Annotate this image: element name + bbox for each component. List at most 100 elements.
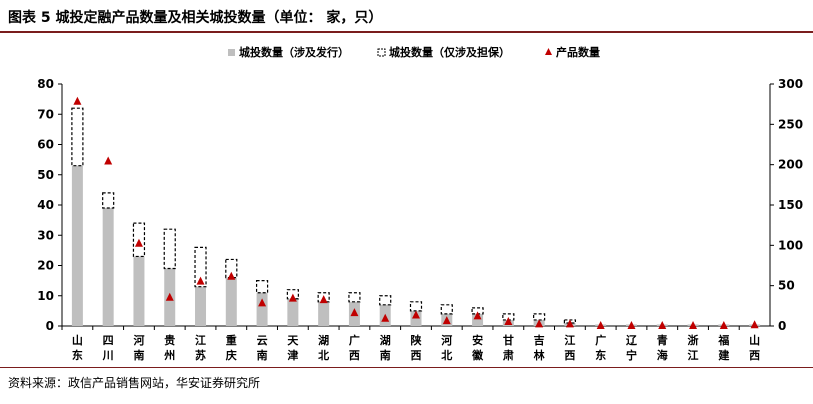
category-label: 辽 [626, 334, 638, 347]
category-label: 北 [318, 348, 329, 362]
bar-guarantee-only [163, 228, 176, 270]
left-tick-label: 50 [37, 168, 54, 182]
category-label: 南 [257, 348, 268, 362]
left-tick-label: 0 [46, 319, 54, 333]
product-marker [658, 321, 667, 329]
category-label: 肃 [503, 348, 514, 362]
category-label: 广 [349, 333, 360, 347]
category-label: 川 [102, 349, 114, 362]
category-label: 宁 [626, 348, 637, 362]
bar-issuance [195, 286, 207, 326]
category-label: 福 [717, 333, 729, 347]
bar-guarantee-only [379, 295, 392, 306]
category-label: 庆 [225, 348, 237, 362]
left-tick-label: 40 [37, 198, 54, 212]
product-marker [350, 308, 359, 317]
category-label: 苏 [195, 348, 206, 362]
category-label: 吉 [534, 333, 545, 347]
product-marker [104, 156, 113, 165]
bar-guarantee-only [255, 280, 269, 294]
category-label: 西 [349, 349, 360, 362]
bar-issuance [472, 313, 484, 326]
legend-label: 城投数量（涉及发行） [239, 45, 349, 59]
category-label: 天 [287, 334, 299, 347]
category-label: 陕 [411, 333, 422, 347]
legend-label: 产品数量 [556, 45, 600, 59]
category-label: 湖 [380, 333, 391, 347]
plot-area [71, 96, 761, 329]
product-marker [473, 311, 482, 320]
left-tick-label: 60 [37, 138, 54, 152]
category-label: 重 [226, 333, 237, 347]
category-label: 西 [411, 349, 422, 362]
product-marker [565, 319, 574, 328]
category-label: 东 [595, 348, 606, 362]
bar-issuance [102, 208, 114, 326]
product-marker [288, 293, 297, 302]
category-label: 东 [72, 348, 83, 362]
category-label: 西 [564, 349, 575, 362]
category-label: 广 [595, 333, 606, 347]
product-marker [412, 310, 420, 319]
category-label: 南 [380, 348, 391, 362]
bar-issuance [225, 277, 237, 326]
category-label: 北 [441, 348, 452, 362]
product-marker [689, 321, 698, 329]
right-tick-label: 300 [778, 77, 803, 91]
category-label: 甘 [503, 333, 514, 347]
right-tick-label: 0 [778, 319, 786, 333]
category-label: 津 [287, 348, 298, 362]
bar-issuance [287, 298, 299, 326]
category-label: 云 [257, 334, 268, 347]
category-label: 江 [564, 333, 575, 347]
bar-guarantee-only [348, 292, 361, 303]
chart-title: 图表 5 城投定融产品数量及相关城投数量（单位： 家，只） [8, 10, 383, 26]
category-label: 林 [534, 348, 545, 362]
category-label: 贵 [164, 333, 175, 347]
category-label: 南 [133, 348, 144, 362]
category-label: 州 [163, 349, 175, 362]
left-tick-label: 10 [37, 289, 54, 303]
product-marker [165, 292, 174, 301]
legend-swatch-products [545, 48, 552, 55]
category-label: 建 [718, 348, 730, 362]
left-tick-label: 30 [37, 228, 54, 242]
bar-guarantee-only [440, 304, 453, 315]
category-label: 四 [103, 334, 114, 347]
bar-guarantee-only [225, 258, 238, 279]
product-marker [319, 295, 328, 304]
category-label: 河 [133, 333, 144, 347]
product-marker [719, 321, 728, 329]
right-tick-label: 50 [778, 279, 795, 293]
legend: 城投数量（涉及发行） 城投数量（仅涉及担保） 产品数量 [228, 45, 600, 59]
product-marker [750, 320, 759, 329]
product-marker [442, 316, 451, 325]
source-note: 资料来源：政信产品销售网站，华安证券研究所 [8, 376, 261, 390]
axes: 0 10 20 30 40 50 60 70 80 0 50 100 150 200 250 300 山东 四川 河… [37, 77, 803, 362]
bar-issuance [318, 301, 330, 326]
bar-guarantee-only [132, 222, 146, 258]
product-marker [381, 313, 390, 322]
legend-swatch-guarantee [377, 48, 386, 57]
source-divider [0, 367, 813, 368]
bar-guarantee-only [409, 301, 423, 312]
product-marker [227, 271, 236, 280]
category-label: 山 [749, 333, 760, 347]
category-label: 安 [472, 333, 483, 347]
category-label: 海 [657, 348, 668, 362]
product-marker [504, 316, 513, 325]
category-label: 浙 [688, 333, 699, 347]
legend-swatch-issuance [228, 49, 235, 56]
category-label: 山 [72, 333, 83, 347]
category-label: 江 [195, 333, 206, 347]
bar-issuance [133, 256, 145, 326]
right-tick-label: 200 [778, 158, 803, 172]
product-marker [134, 238, 143, 247]
bar-guarantee-only [533, 313, 546, 321]
category-label: 河 [441, 333, 452, 347]
category-label: 湖 [318, 333, 329, 347]
left-tick-label: 80 [37, 77, 54, 91]
product-marker [535, 319, 544, 328]
legend-label: 城投数量（仅涉及担保） [389, 45, 510, 59]
category-label: 青 [657, 333, 668, 347]
